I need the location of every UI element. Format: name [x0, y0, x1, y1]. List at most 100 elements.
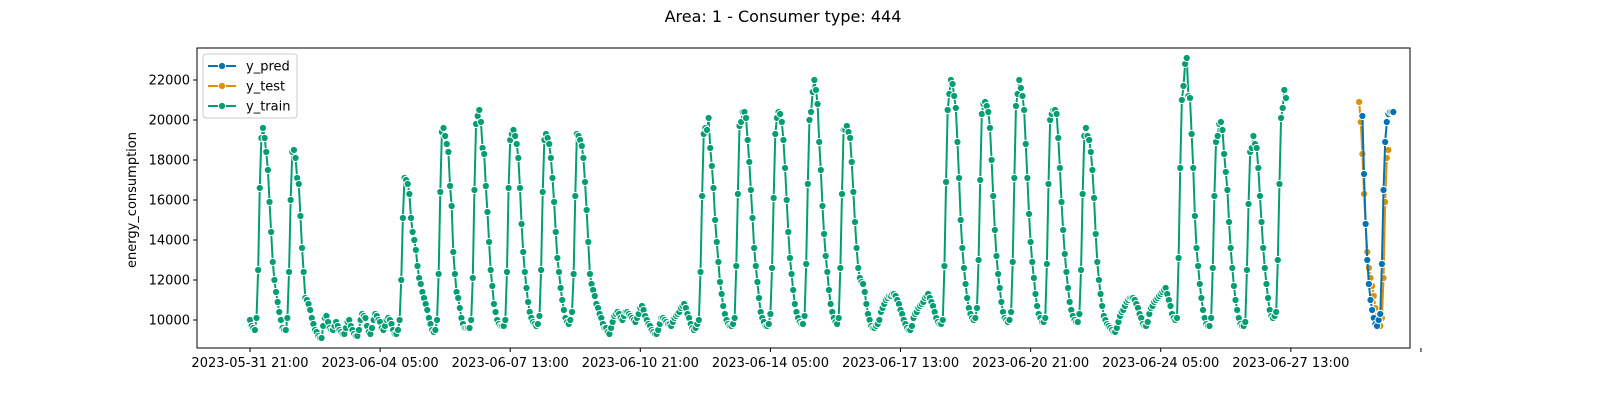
data-point: [483, 207, 492, 217]
data-point: [1242, 265, 1252, 275]
data-point: [1016, 83, 1025, 93]
data-point: [1190, 211, 1199, 221]
data-point: [805, 115, 814, 125]
data-point: [1358, 111, 1367, 121]
data-point: [1057, 197, 1066, 207]
data-point: [1015, 75, 1024, 85]
data-point: [1275, 179, 1284, 189]
data-point: [976, 175, 985, 185]
data-point: [769, 193, 778, 203]
data-point: [1213, 131, 1222, 141]
data-point: [1065, 297, 1074, 307]
data-point: [1059, 225, 1068, 235]
data-point: [823, 267, 832, 277]
data-point: [1366, 295, 1375, 305]
data-point: [1216, 117, 1226, 127]
data-point: [907, 321, 917, 331]
data-point: [963, 293, 972, 303]
data-point: [489, 299, 499, 309]
data-point: [1280, 85, 1289, 95]
data-point: [706, 143, 715, 153]
data-point: [1244, 199, 1253, 209]
data-point: [468, 273, 477, 283]
data-point: [1197, 293, 1206, 303]
data-point: [1228, 263, 1237, 273]
data-point: [715, 277, 725, 287]
data-point: [584, 237, 593, 247]
data-point: [445, 181, 455, 191]
legend-marker-y_train: [217, 101, 227, 111]
legend-label-y_test: y_test: [246, 80, 285, 95]
data-point: [484, 237, 494, 247]
data-point: [847, 157, 856, 167]
data-point: [1194, 261, 1203, 271]
data-point: [423, 305, 432, 315]
data-point: [1029, 273, 1038, 283]
data-point: [1062, 267, 1071, 277]
data-point: [816, 165, 825, 175]
data-point: [1182, 53, 1191, 63]
data-point: [940, 261, 949, 271]
data-point: [393, 325, 403, 335]
data-point: [1255, 191, 1265, 201]
data-point: [821, 251, 830, 261]
data-point: [1226, 243, 1235, 253]
data-point: [397, 275, 406, 285]
data-point: [1363, 255, 1372, 265]
data-point: [782, 195, 791, 205]
data-point: [741, 113, 751, 123]
data-point: [1249, 131, 1258, 141]
data-point: [475, 105, 484, 115]
x-tick-label: 2023-06-10 21:00: [582, 356, 699, 371]
data-point: [702, 125, 712, 135]
data-point: [454, 293, 463, 303]
data-point: [1381, 137, 1390, 147]
y-axis-label: energy_consumption: [125, 132, 140, 268]
data-point: [746, 185, 756, 195]
data-point: [714, 257, 723, 267]
data-point: [1166, 301, 1175, 311]
y-tick-label: 14000: [149, 234, 190, 249]
x-tick-label: 2023-06-04 05:00: [322, 356, 439, 371]
data-point: [1075, 309, 1084, 319]
data-point: [1020, 105, 1029, 115]
data-point: [537, 265, 546, 275]
data-point: [273, 297, 282, 307]
data-point: [580, 177, 590, 187]
data-point: [984, 107, 993, 117]
data-point: [510, 131, 520, 141]
data-point: [367, 323, 377, 333]
data-point: [558, 295, 567, 305]
data-point: [1262, 279, 1271, 289]
data-point: [1011, 101, 1021, 111]
data-point: [431, 325, 440, 335]
data-point: [268, 257, 277, 267]
data-point: [502, 267, 512, 277]
data-point: [1176, 163, 1185, 173]
data-point: [711, 215, 720, 225]
series-points-y_train: [245, 53, 1291, 343]
data-point: [432, 315, 442, 325]
data-point: [1098, 301, 1107, 311]
data-point: [826, 299, 835, 309]
data-point: [958, 243, 967, 253]
data-point: [441, 131, 450, 141]
data-point: [1273, 255, 1282, 265]
data-point: [717, 289, 726, 299]
data-point: [1198, 305, 1208, 315]
data-point: [296, 211, 305, 221]
data-point: [953, 137, 962, 147]
data-point: [450, 269, 460, 279]
data-point: [1272, 307, 1281, 317]
data-point: [819, 229, 829, 239]
y-tick-label: 22000: [149, 74, 190, 89]
data-point: [559, 305, 568, 315]
data-point: [501, 315, 510, 325]
x-tick-label: 2023-06-24 05:00: [1102, 356, 1219, 371]
data-point: [481, 181, 490, 191]
data-point: [535, 311, 544, 321]
data-point: [408, 227, 417, 237]
data-point: [790, 299, 799, 309]
x-tick-label: 2023-06-14 05:00: [712, 356, 829, 371]
data-point: [545, 139, 554, 149]
